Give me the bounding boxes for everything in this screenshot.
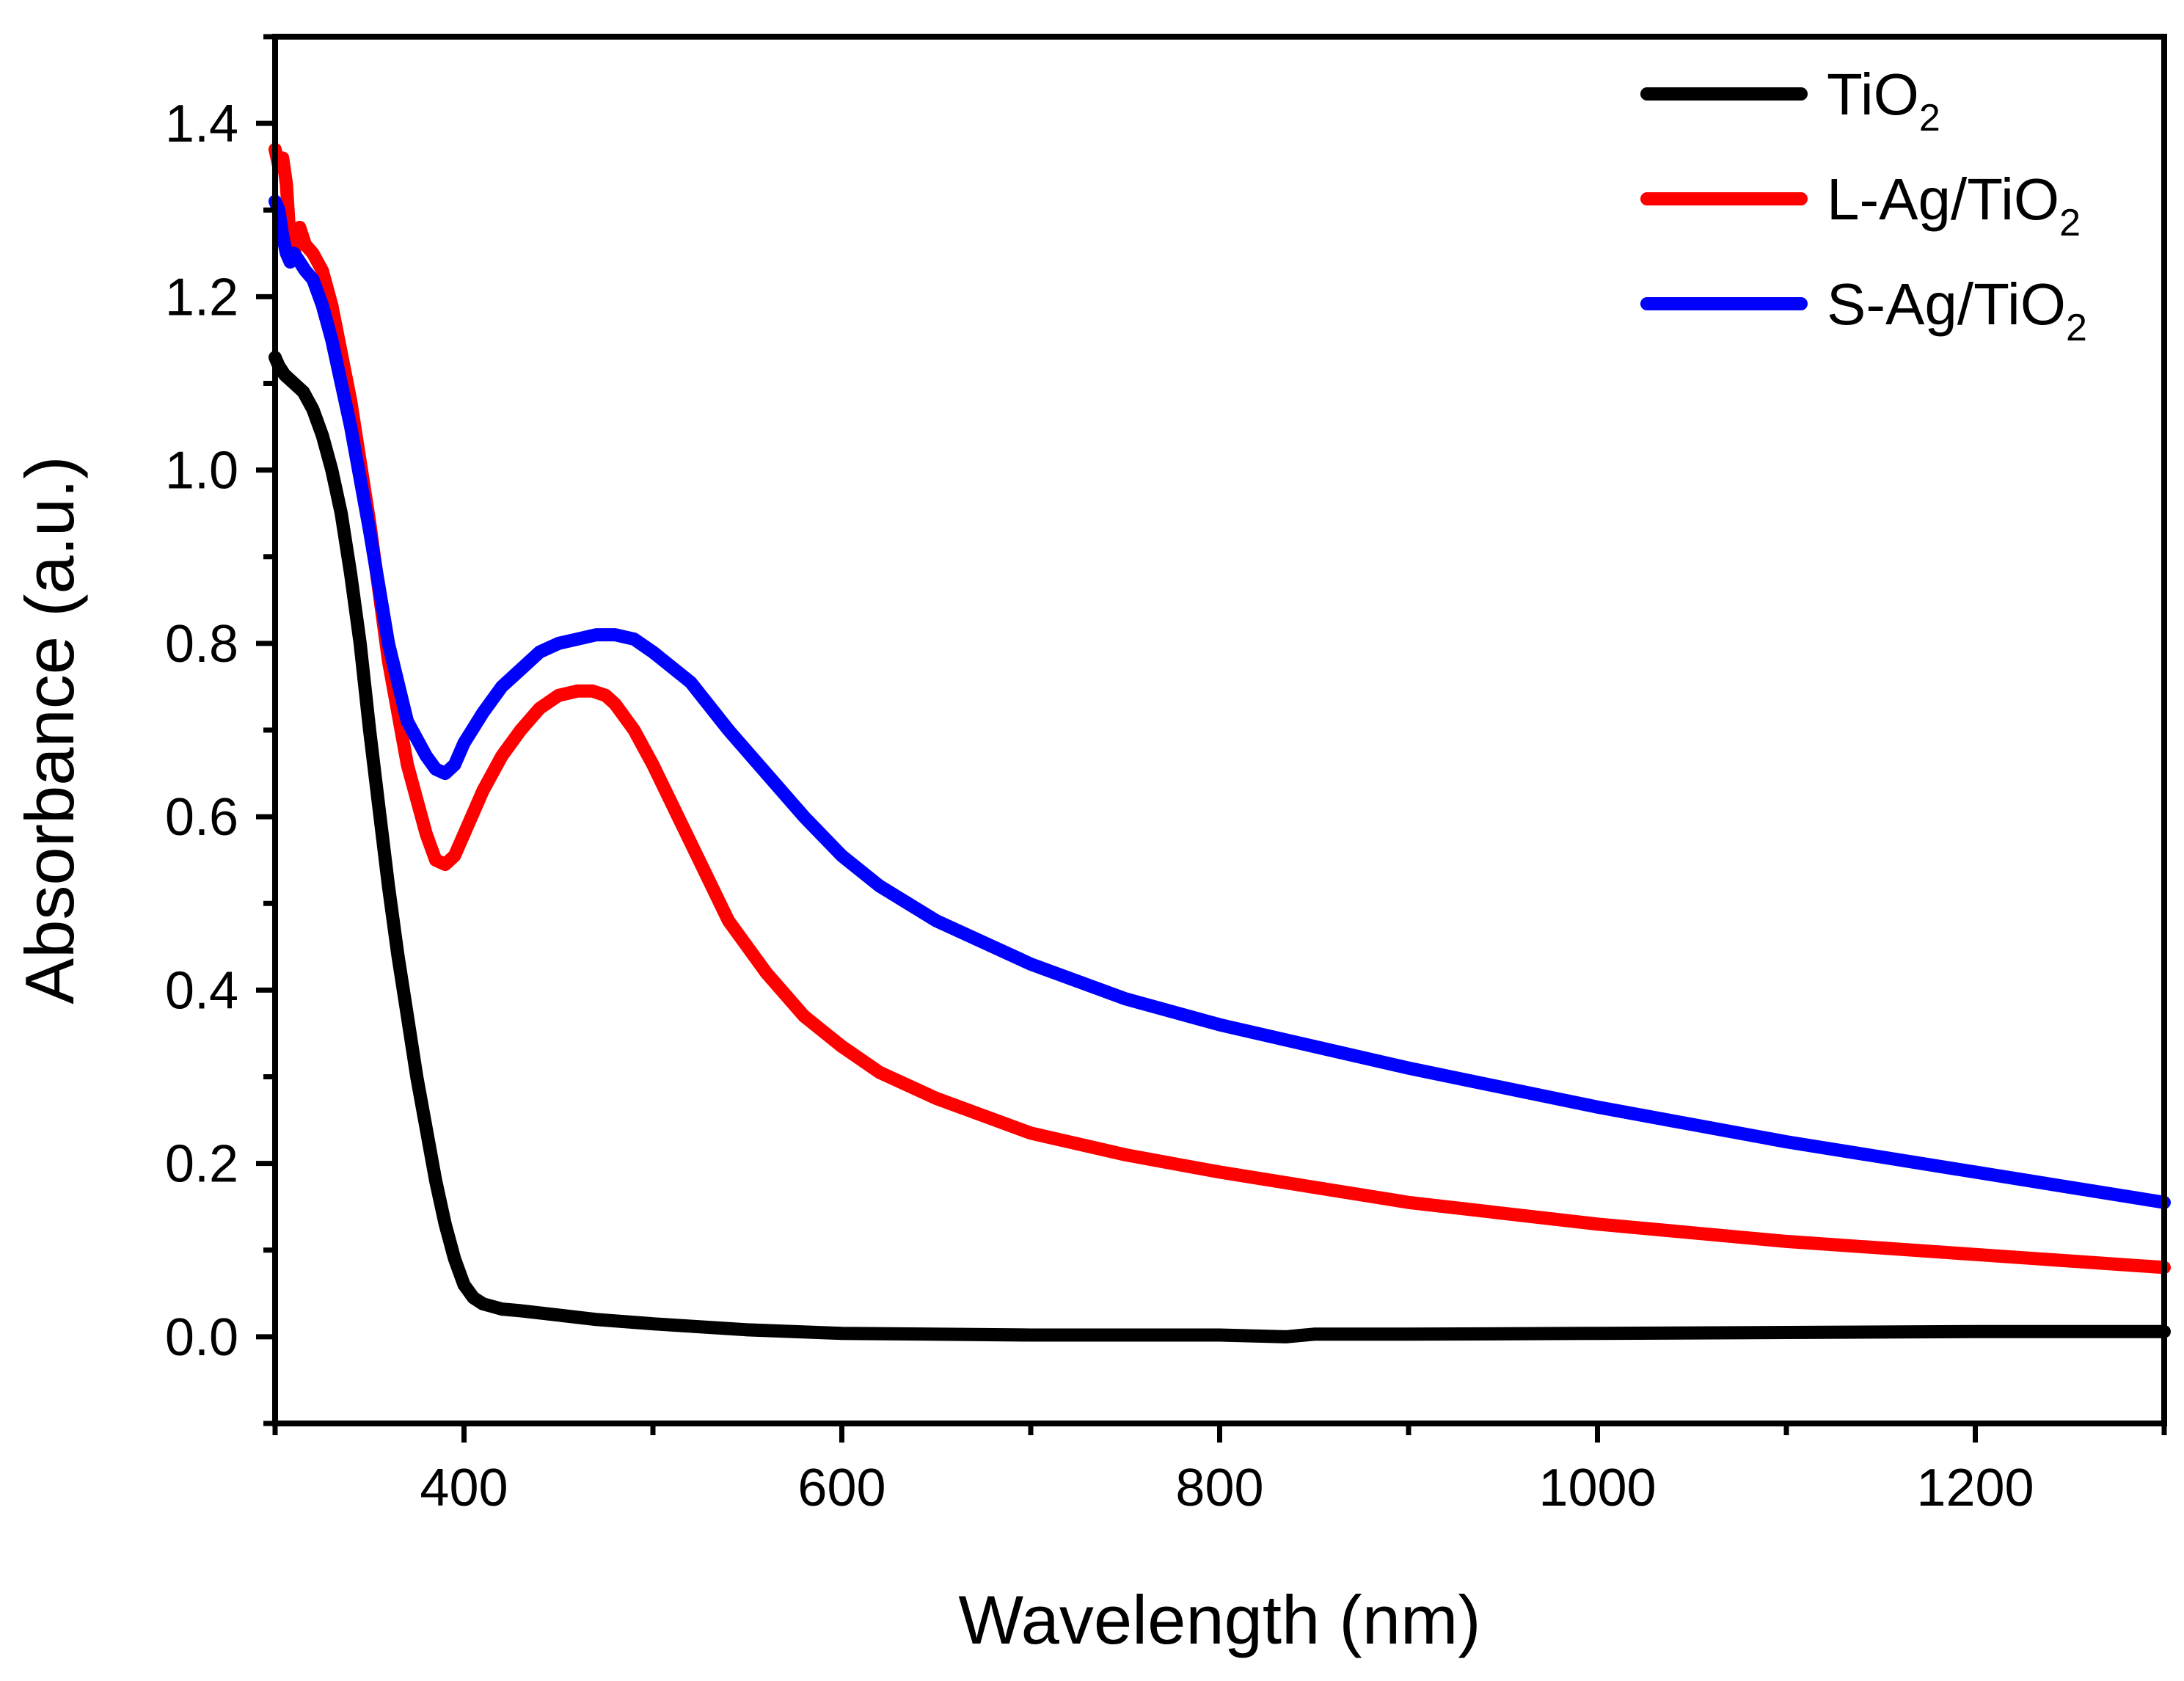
x-tick-label: 1200 xyxy=(1916,1459,2034,1517)
plot-frame xyxy=(272,34,2167,1426)
axes-layer: 400 600 800 1000 1200 0.0 0.2 0.4 0.6 0.8 1.0 1.2 1.… xyxy=(165,34,2167,1517)
legend-label-1: L-Ag/TiO2 xyxy=(1827,167,2081,244)
x-tick-label: 1000 xyxy=(1538,1459,1656,1517)
legend-label-subscript: 2 xyxy=(1919,97,1940,139)
x-tick-label: 400 xyxy=(420,1459,508,1517)
x-tick-label: 600 xyxy=(797,1459,885,1517)
legend-label-2: S-Ag/TiO2 xyxy=(1827,271,2087,349)
legend-label-text: L-Ag/TiO xyxy=(1827,167,2059,232)
y-tick-label: 1.0 xyxy=(165,442,238,500)
x-axis-title: Wavelength (nm) xyxy=(958,1581,1480,1658)
legend-label-subscript: 2 xyxy=(2066,307,2087,349)
y-tick-label: 1.2 xyxy=(165,268,238,327)
legend-label-0: TiO2 xyxy=(1827,62,1940,139)
y-tick-label: 0.4 xyxy=(165,961,238,1020)
y-tick-label: 0.6 xyxy=(165,788,238,847)
series-line-1 xyxy=(269,142,2171,1275)
y-tick-label: 0.0 xyxy=(165,1308,238,1367)
y-tick-label: 1.4 xyxy=(165,95,238,153)
x-tick-label: 800 xyxy=(1175,1459,1263,1517)
series-line-2 xyxy=(269,194,2171,1209)
legend-label-text: S-Ag/TiO xyxy=(1827,271,2066,337)
y-tick-label: 0.8 xyxy=(165,615,238,674)
series-line-0 xyxy=(269,351,2171,1343)
y-axis-title: Absorbance (a.u.) xyxy=(11,456,88,1004)
y-tick-label: 0.2 xyxy=(165,1135,238,1194)
legend-label-subscript: 2 xyxy=(2059,202,2081,244)
legend-label-text: TiO xyxy=(1827,62,1919,127)
series-layer xyxy=(269,142,2171,1343)
